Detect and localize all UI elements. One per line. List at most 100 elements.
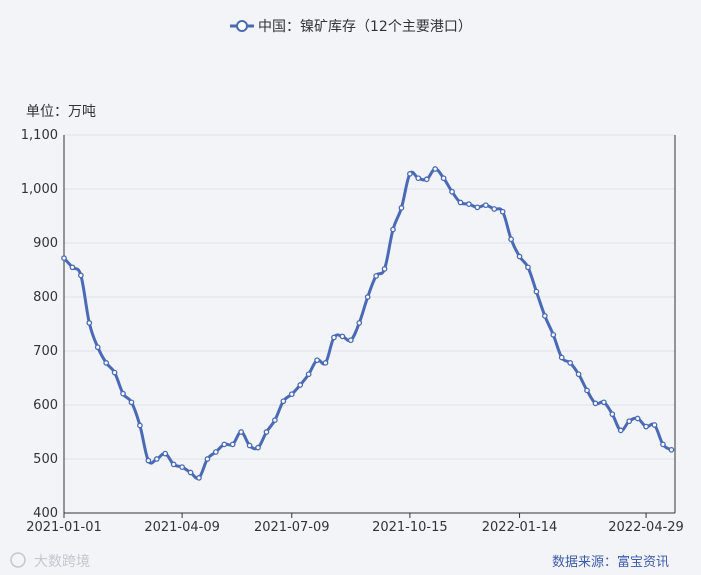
x-tick-label: 2021-10-15: [372, 520, 448, 535]
watermark: 大数跨境: [10, 552, 90, 570]
data-point[interactable]: [592, 400, 599, 407]
data-point[interactable]: [491, 206, 498, 212]
data-point[interactable]: [339, 333, 346, 340]
data-point[interactable]: [398, 205, 405, 211]
data-point[interactable]: [204, 456, 211, 462]
data-point[interactable]: [347, 337, 354, 344]
data-point[interactable]: [550, 331, 557, 338]
data-point[interactable]: [179, 464, 185, 470]
legend-marker-icon: [236, 20, 248, 32]
data-point[interactable]: [331, 334, 337, 341]
data-point[interactable]: [626, 418, 633, 425]
y-tick-label: 400: [33, 506, 58, 521]
data-point[interactable]: [187, 469, 194, 476]
y-tick-label: 900: [33, 236, 58, 251]
data-point[interactable]: [668, 446, 675, 453]
data-point[interactable]: [390, 226, 396, 233]
data-point[interactable]: [120, 390, 126, 397]
data-point[interactable]: [61, 255, 67, 261]
series-line: [62, 167, 673, 480]
y-tick-label: 600: [33, 398, 58, 413]
data-point[interactable]: [69, 264, 76, 271]
data-point[interactable]: [238, 429, 245, 435]
data-point[interactable]: [288, 391, 295, 398]
data-point[interactable]: [246, 442, 253, 449]
data-point[interactable]: [381, 266, 388, 272]
x-tick-label: 2022-01-14: [482, 520, 558, 535]
grid-lines: [64, 134, 675, 460]
y-tick-labels: 400 500 600 700 800 900 1,000 1,100: [21, 128, 58, 521]
data-point[interactable]: [533, 288, 540, 295]
data-point[interactable]: [634, 415, 641, 422]
data-point[interactable]: [314, 357, 320, 364]
watermark-text: 大数跨境: [34, 554, 90, 570]
data-point[interactable]: [541, 313, 548, 319]
data-point[interactable]: [153, 456, 160, 462]
data-point[interactable]: [78, 272, 84, 279]
legend[interactable]: 中国：镍矿库存（12个主要港口）: [230, 19, 472, 35]
data-point[interactable]: [482, 202, 489, 209]
data-point[interactable]: [128, 399, 135, 406]
data-point[interactable]: [86, 320, 93, 326]
data-point[interactable]: [111, 369, 118, 376]
data-point[interactable]: [263, 429, 270, 435]
data-point[interactable]: [423, 176, 430, 183]
x-tick-label: 2021-07-09: [254, 520, 330, 535]
y-tick-label: 500: [33, 452, 58, 467]
data-point[interactable]: [558, 354, 565, 361]
data-point[interactable]: [356, 320, 363, 326]
data-point[interactable]: [525, 264, 531, 271]
data-point[interactable]: [221, 441, 228, 448]
legend-label: 中国：镍矿库存（12个主要港口）: [258, 19, 472, 35]
y-axis-unit-label: 单位：万吨: [26, 104, 96, 120]
data-point[interactable]: [584, 387, 590, 394]
data-point[interactable]: [499, 208, 506, 215]
watermark-logo-icon: [10, 552, 26, 568]
data-point[interactable]: [651, 422, 658, 428]
data-point[interactable]: [162, 450, 169, 457]
data-point[interactable]: [440, 175, 447, 182]
data-point[interactable]: [474, 204, 481, 211]
data-point[interactable]: [516, 253, 523, 260]
data-point[interactable]: [466, 201, 472, 207]
x-tick-labels: 2021-01-01 2021-04-09 2021-07-09 2021-10-15…: [26, 513, 684, 535]
data-point[interactable]: [145, 457, 152, 464]
data-point[interactable]: [103, 360, 110, 366]
y-tick-label: 1,000: [21, 182, 58, 197]
data-point[interactable]: [609, 411, 616, 418]
x-tick-label: 2021-01-01: [26, 520, 102, 535]
data-point[interactable]: [575, 371, 582, 378]
data-point[interactable]: [415, 175, 422, 182]
data-point[interactable]: [272, 417, 278, 423]
data-point[interactable]: [305, 371, 312, 378]
data-point[interactable]: [567, 360, 574, 366]
data-point[interactable]: [432, 166, 439, 172]
data-point[interactable]: [660, 441, 666, 448]
data-point[interactable]: [196, 475, 202, 481]
y-tick-label: 800: [33, 290, 58, 305]
series-layer: [61, 166, 675, 481]
x-tick-label: 2022-04-29: [608, 520, 684, 535]
data-point[interactable]: [508, 236, 514, 243]
x-tick-label: 2021-04-09: [144, 520, 220, 535]
y-tick-label: 1,100: [21, 128, 58, 143]
data-point[interactable]: [322, 360, 329, 366]
data-point[interactable]: [617, 427, 624, 434]
data-point[interactable]: [255, 444, 261, 451]
data-source-label: 数据来源：富宝资讯: [552, 554, 669, 570]
data-point[interactable]: [407, 171, 413, 177]
data-point[interactable]: [280, 398, 287, 405]
data-point[interactable]: [457, 199, 464, 206]
data-point[interactable]: [229, 441, 236, 448]
data-point[interactable]: [297, 382, 304, 388]
data-point[interactable]: [212, 449, 219, 455]
data-point[interactable]: [601, 399, 607, 406]
data-point[interactable]: [373, 273, 379, 279]
data-point[interactable]: [364, 294, 371, 300]
data-point[interactable]: [449, 188, 455, 195]
data-point[interactable]: [94, 344, 101, 351]
data-point[interactable]: [643, 423, 649, 430]
data-point[interactable]: [137, 422, 143, 429]
data-point[interactable]: [170, 461, 177, 468]
